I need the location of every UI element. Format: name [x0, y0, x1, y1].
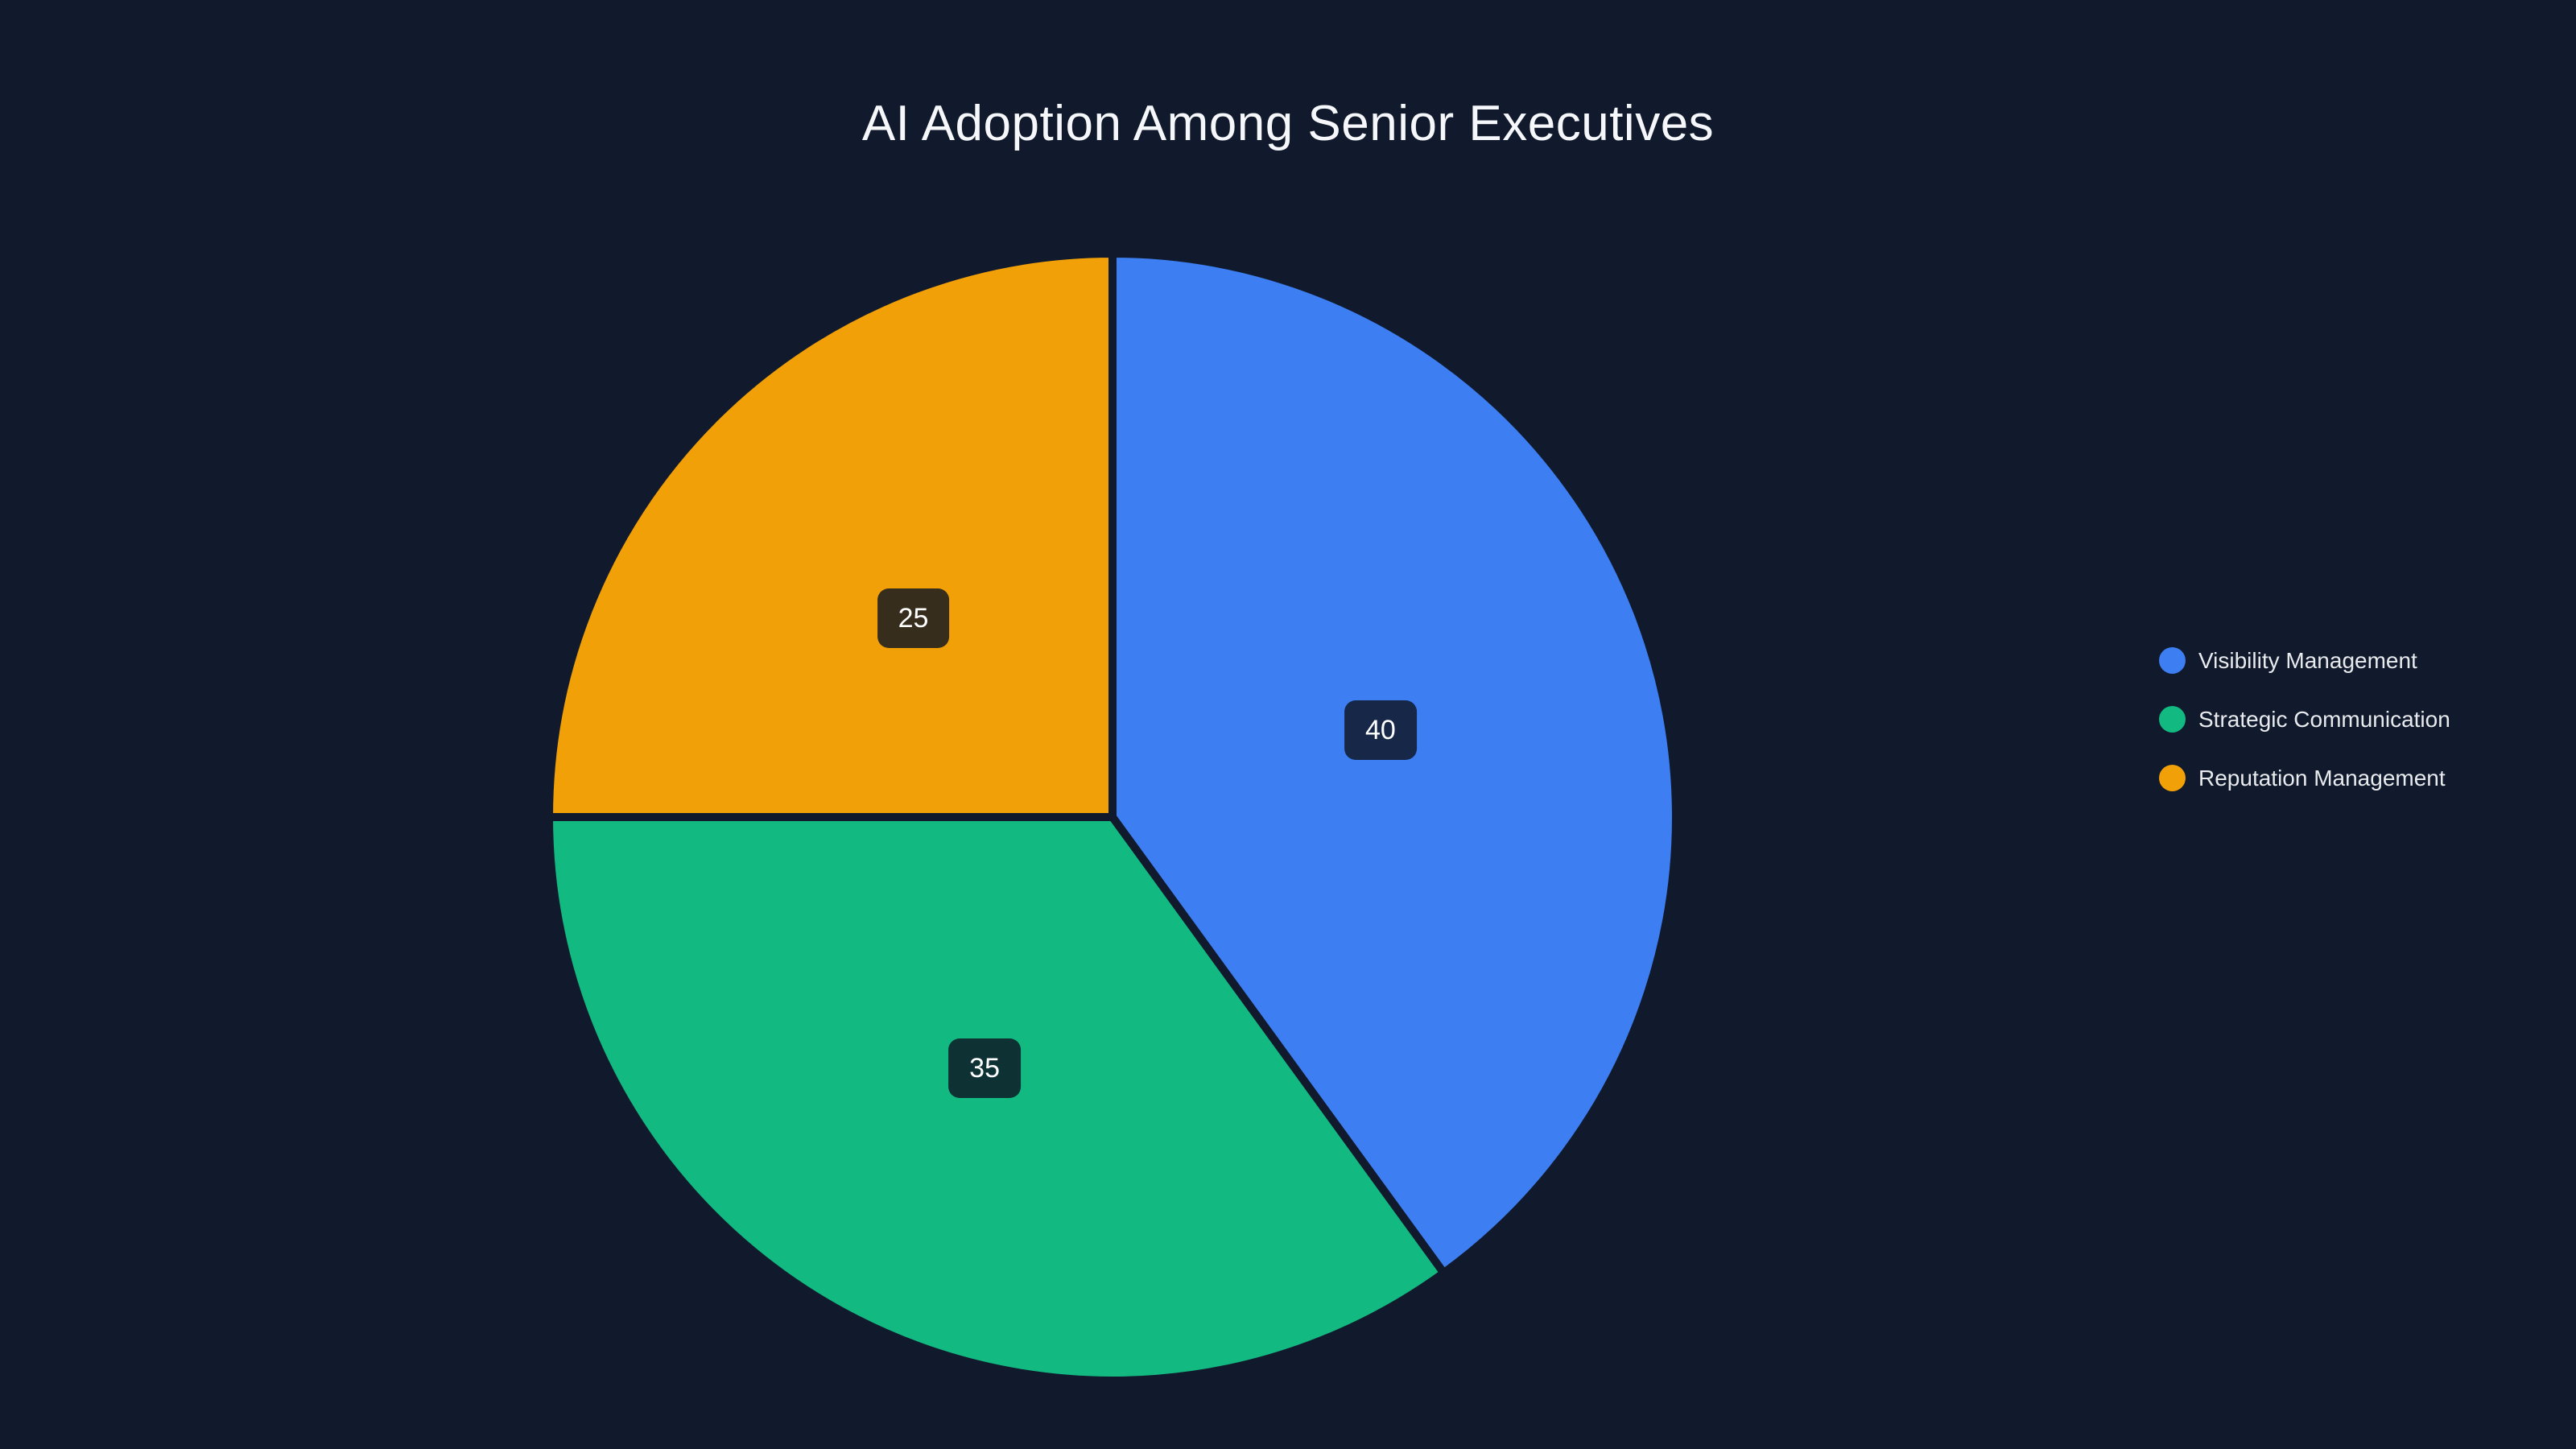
legend-item-strategic-communication[interactable]: Strategic Communication: [2159, 706, 2450, 733]
pie-slice-visibility-management[interactable]: [1108, 250, 1680, 1278]
legend-label: Visibility Management: [2198, 647, 2417, 673]
pie-svg: [545, 250, 1680, 1385]
pie-slice-reputation-management[interactable]: [545, 250, 1117, 821]
pie-slice-strategic-communication[interactable]: [545, 813, 1448, 1385]
chart-title: AI Adoption Among Senior Executives: [861, 96, 1715, 151]
legend-dot-icon: [2159, 765, 2186, 791]
legend-item-visibility-management[interactable]: Visibility Management: [2159, 647, 2450, 674]
slice-value-label-visibility-management: 40: [1344, 700, 1417, 760]
slice-value-label-reputation-management: 25: [877, 588, 950, 648]
legend-label: Strategic Communication: [2198, 706, 2450, 732]
slice-value-label-strategic-communication: 35: [948, 1038, 1022, 1098]
legend-label: Reputation Management: [2198, 765, 2446, 791]
legend-dot-icon: [2159, 706, 2186, 733]
pie-chart: 40 35 25: [525, 229, 1700, 1405]
legend-dot-icon: [2159, 647, 2186, 674]
legend: Visibility Management Strategic Communica…: [2159, 647, 2450, 791]
legend-item-reputation-management[interactable]: Reputation Management: [2159, 765, 2450, 791]
